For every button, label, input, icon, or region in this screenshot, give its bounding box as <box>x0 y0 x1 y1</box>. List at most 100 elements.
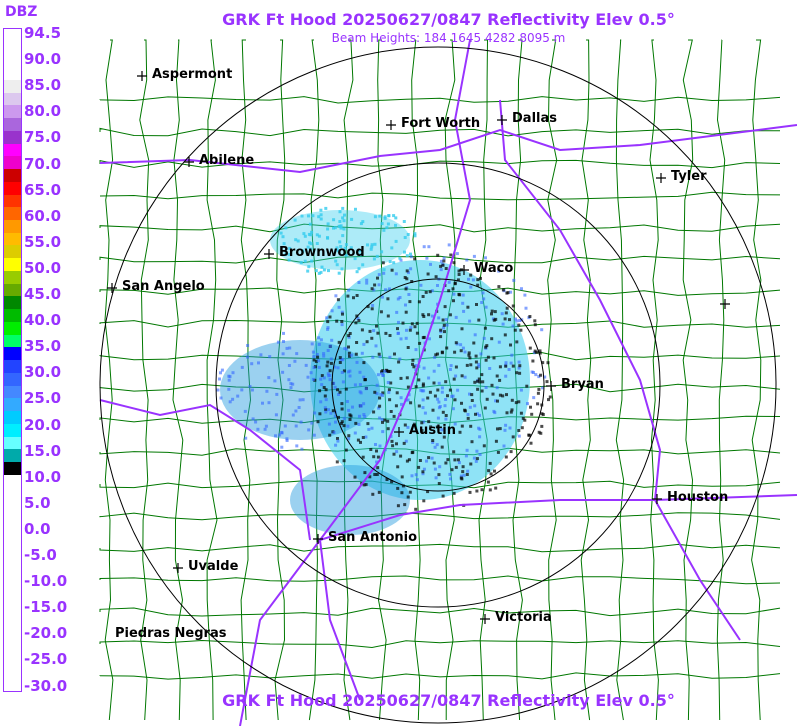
county-line <box>274 39 286 721</box>
echo-pixel <box>477 362 481 366</box>
echo-pixel <box>391 444 395 448</box>
echo-pixel <box>460 374 464 378</box>
echo-pixel <box>524 306 528 310</box>
range-ring <box>331 278 545 492</box>
county-line <box>99 512 781 521</box>
echo-pixel <box>314 359 318 363</box>
echo-pixel <box>376 276 379 280</box>
echo-pixel <box>504 311 508 315</box>
echo-pixel <box>342 369 346 373</box>
highway <box>499 99 662 501</box>
echo-pixel <box>395 391 399 395</box>
scale-segment <box>4 487 21 501</box>
echo-pixel <box>381 374 385 377</box>
echo-pixel <box>349 246 353 250</box>
echo-pixel <box>378 444 382 448</box>
echo-pixel <box>452 261 456 265</box>
echo-pixel <box>456 388 460 392</box>
echo-pixel <box>526 402 529 406</box>
county-line <box>99 575 781 585</box>
echo-pixel <box>378 404 382 408</box>
county-line <box>547 39 558 721</box>
scale-segment <box>4 525 21 539</box>
echo-pixel <box>396 486 400 490</box>
echo-pixel <box>400 402 403 406</box>
echo-pixel <box>445 323 449 327</box>
echo-pixel <box>466 413 470 416</box>
echo-pixel <box>517 400 521 404</box>
echo-pixel <box>287 258 291 262</box>
scale-segment <box>4 258 21 271</box>
echo-pixel <box>434 476 438 480</box>
echo-pixel <box>360 351 364 355</box>
echo-pixel <box>433 394 437 398</box>
echo-pixel <box>345 400 349 403</box>
echo-pixel <box>410 451 414 455</box>
county-line <box>716 39 726 721</box>
echo-pixel <box>373 390 377 394</box>
scale-segment <box>4 92 21 106</box>
echo-pixel <box>315 242 319 245</box>
scale-segment <box>4 296 21 310</box>
echo-pixel <box>377 406 381 410</box>
echo-pixel <box>490 309 494 313</box>
echo-pixel <box>467 353 471 357</box>
echo-pixel <box>357 319 361 323</box>
echo-pixel <box>466 305 470 309</box>
echo-pixel <box>402 441 406 445</box>
echo-pixel <box>350 217 354 221</box>
echo-pixel <box>310 230 314 234</box>
echo-pixel <box>378 214 382 218</box>
echo-pixel <box>540 328 544 332</box>
echo-pixel <box>454 374 458 378</box>
echo-pixel <box>475 303 478 306</box>
city-label: Uvalde <box>188 559 239 574</box>
scale-segment <box>4 449 21 462</box>
echo-pixel <box>332 431 336 434</box>
echo-pixel <box>337 224 341 228</box>
echo-pixel <box>497 340 501 344</box>
county-line <box>580 39 592 721</box>
echo-pixel <box>375 460 379 464</box>
echo-pixel <box>494 486 498 490</box>
echo-pixel <box>397 360 401 364</box>
echo-pixel <box>399 454 403 458</box>
echo-pixel <box>436 253 440 257</box>
echo-pixel <box>353 475 357 479</box>
county-line <box>649 39 659 721</box>
echo-pixel <box>465 473 469 476</box>
echo-pixel <box>433 445 437 449</box>
scale-label: 50.0 <box>24 258 62 277</box>
echo-pixel <box>405 277 409 281</box>
echo-pixel <box>429 262 432 266</box>
echo-pixel <box>462 473 466 477</box>
echo-pixel <box>342 416 346 420</box>
city-label: Houston <box>667 490 729 505</box>
scale-segment <box>4 614 21 628</box>
echo-pixel <box>307 232 311 236</box>
echo-pixel <box>390 480 394 484</box>
echo-pixel <box>383 418 387 422</box>
echo-pixel <box>533 323 537 327</box>
highway <box>654 499 741 641</box>
echo-pixel <box>359 222 363 226</box>
echo-pixel <box>355 341 359 344</box>
city-marker <box>137 71 147 81</box>
echo-pixel <box>383 216 387 220</box>
echo-pixel <box>415 478 419 482</box>
echo-pixel <box>329 361 333 365</box>
echo-pixel <box>439 259 443 263</box>
echo-pixel <box>541 413 545 416</box>
echo-pixel <box>468 319 472 323</box>
city-label: Brownwood <box>279 245 365 260</box>
echo-pixel <box>523 293 527 297</box>
echo-pixel <box>423 411 427 415</box>
echo-pixel <box>300 214 304 218</box>
echo-pixel <box>320 383 324 387</box>
city-marker <box>184 157 194 167</box>
echo-pixel <box>414 385 418 389</box>
echo-pixel <box>335 460 339 464</box>
echo-pixel <box>441 410 445 414</box>
echo-pixel <box>445 346 449 350</box>
scale-label: 35.0 <box>24 337 62 356</box>
